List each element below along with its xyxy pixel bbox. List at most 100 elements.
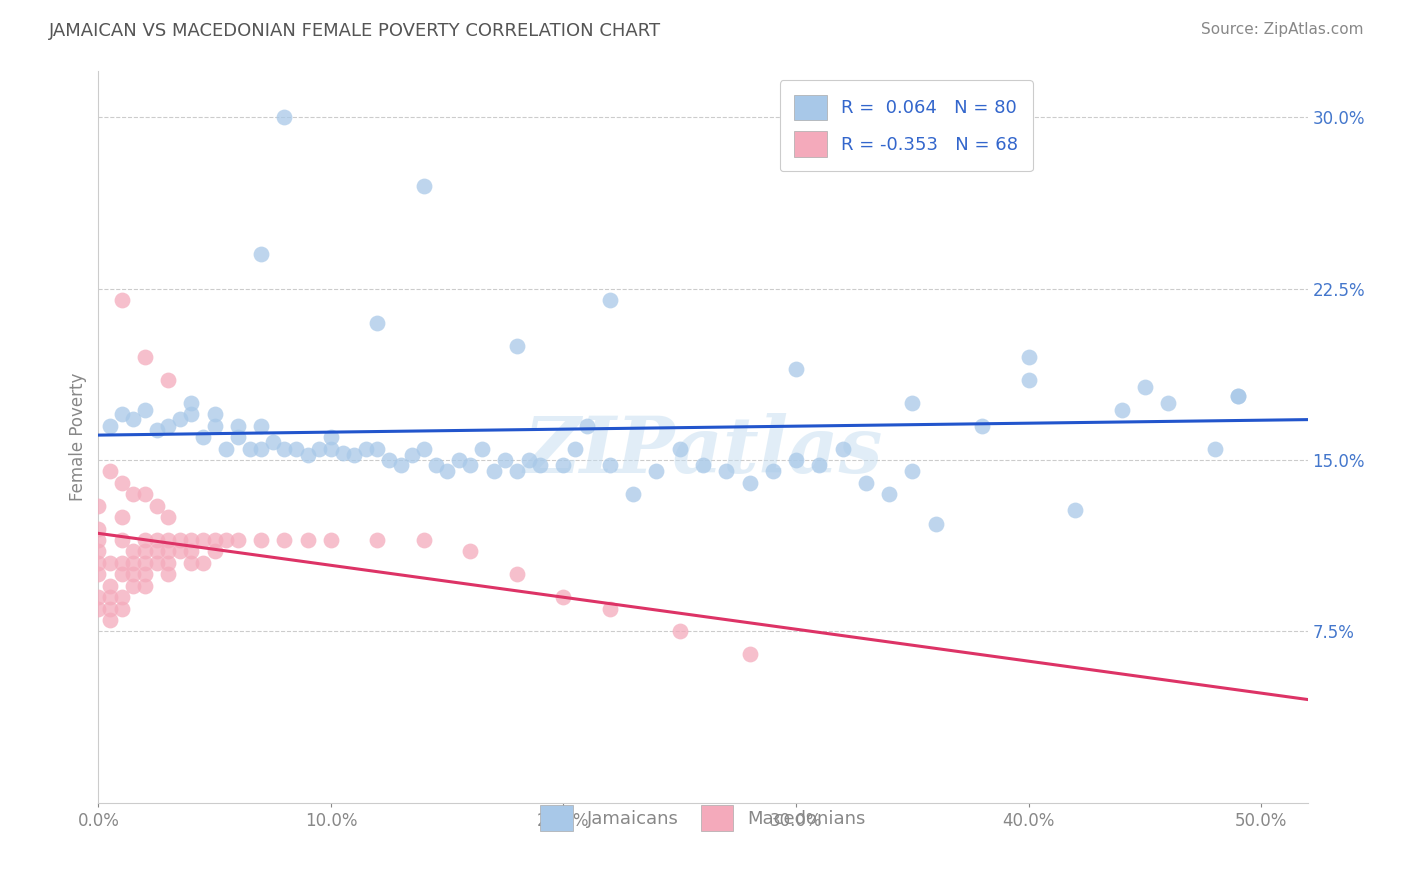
Point (215, 533, 238, 547)
Point (901, 464, 924, 478)
Text: Source: ZipAtlas.com: Source: ZipAtlas.com (1201, 22, 1364, 37)
Point (460, 544, 482, 558)
Point (87, 556, 110, 570)
Point (145, 533, 167, 547)
Point (98, 464, 121, 478)
Point (319, 430, 342, 444)
Point (413, 442, 436, 456)
Legend: Jamaicans, Macedonians: Jamaicans, Macedonians (526, 790, 880, 845)
Point (134, 487, 156, 501)
Point (111, 407, 134, 421)
Point (250, 247, 273, 261)
Point (529, 458, 551, 472)
Point (145, 544, 167, 558)
Point (785, 453, 807, 467)
Point (180, 544, 202, 558)
Point (145, 423, 167, 437)
Point (204, 533, 226, 547)
Point (122, 412, 145, 426)
Point (204, 407, 226, 421)
Point (239, 442, 262, 456)
Point (645, 464, 668, 478)
Point (134, 402, 156, 417)
Point (716, 464, 738, 478)
Point (226, 430, 249, 444)
Point (319, 533, 342, 547)
Point (180, 407, 202, 421)
Point (877, 487, 900, 501)
Point (1226, 389, 1249, 403)
Point (180, 396, 202, 410)
Point (297, 449, 319, 463)
Point (599, 293, 621, 307)
Point (506, 464, 529, 478)
Point (250, 442, 273, 456)
Point (157, 533, 180, 547)
Point (901, 396, 924, 410)
Point (855, 475, 877, 490)
Point (460, 458, 482, 472)
Point (1204, 442, 1226, 456)
Point (226, 418, 249, 433)
Point (111, 567, 134, 582)
Point (762, 464, 785, 478)
Point (250, 533, 273, 547)
Point (191, 533, 214, 547)
Point (134, 350, 156, 364)
Point (122, 567, 145, 582)
Point (134, 544, 156, 558)
Point (447, 453, 470, 467)
Point (134, 567, 156, 582)
Text: ZIPatlas: ZIPatlas (523, 414, 883, 490)
Point (180, 556, 202, 570)
Point (122, 487, 145, 501)
Point (366, 316, 388, 330)
Point (738, 475, 761, 490)
Point (808, 458, 831, 472)
Point (145, 556, 167, 570)
Point (482, 464, 505, 478)
Point (250, 418, 273, 433)
Point (425, 458, 447, 472)
Point (413, 178, 436, 193)
Point (87, 590, 110, 604)
Point (599, 601, 621, 615)
Point (226, 533, 249, 547)
Point (621, 487, 644, 501)
Point (1111, 402, 1133, 417)
Point (87, 499, 110, 513)
Point (273, 110, 295, 124)
Point (738, 647, 761, 661)
Point (157, 544, 180, 558)
Point (98, 601, 121, 615)
Point (285, 442, 308, 456)
Point (924, 516, 946, 531)
Point (668, 624, 690, 639)
Point (575, 418, 598, 433)
Point (87, 533, 110, 547)
Point (413, 533, 436, 547)
Point (191, 556, 214, 570)
Point (1226, 389, 1249, 403)
Point (157, 567, 180, 582)
Point (98, 590, 121, 604)
Point (122, 556, 145, 570)
Point (970, 418, 993, 433)
Point (831, 442, 853, 456)
Point (692, 458, 714, 472)
Point (98, 418, 121, 433)
Point (111, 590, 134, 604)
Point (180, 533, 202, 547)
Point (1133, 380, 1156, 394)
Point (111, 556, 134, 570)
Point (87, 601, 110, 615)
Point (297, 533, 319, 547)
Point (471, 442, 494, 456)
Point (122, 544, 145, 558)
Point (564, 442, 586, 456)
Point (1018, 373, 1040, 387)
Point (111, 510, 134, 524)
Text: JAMAICAN VS MACEDONIAN FEMALE POVERTY CORRELATION CHART: JAMAICAN VS MACEDONIAN FEMALE POVERTY CO… (49, 22, 661, 40)
Point (111, 293, 134, 307)
Point (517, 453, 540, 467)
